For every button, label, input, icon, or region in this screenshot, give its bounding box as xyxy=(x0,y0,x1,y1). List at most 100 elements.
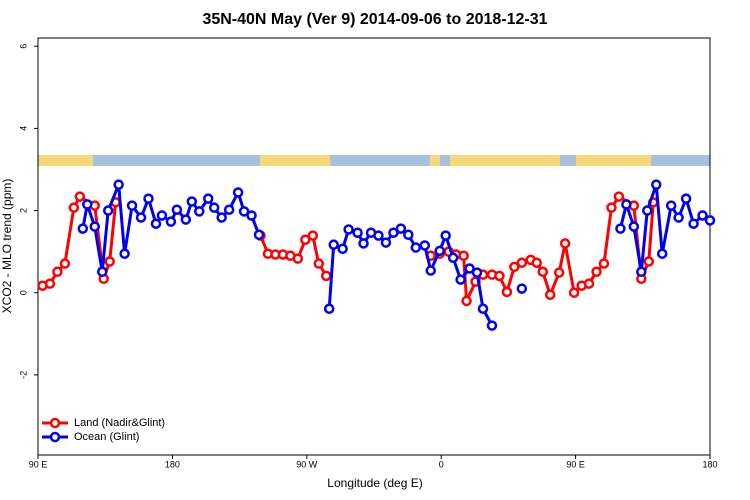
data-point xyxy=(337,243,348,255)
data-point xyxy=(143,193,154,204)
data-point xyxy=(126,200,138,211)
data-point xyxy=(673,212,684,223)
data-point xyxy=(68,202,80,213)
data-point xyxy=(323,303,335,314)
data-point xyxy=(697,210,708,221)
data-point xyxy=(471,267,483,278)
data-point xyxy=(613,191,625,202)
y-axis-label: XCO2 - MLO trend (ppm) xyxy=(0,179,14,314)
data-point xyxy=(328,239,339,250)
data-point xyxy=(680,193,692,204)
data-point xyxy=(180,214,192,225)
data-point xyxy=(447,252,459,264)
data-point xyxy=(74,191,86,202)
data-point xyxy=(119,248,130,259)
data-point xyxy=(223,204,235,215)
data-point xyxy=(583,278,595,289)
data-point xyxy=(440,230,451,241)
data-point xyxy=(656,248,668,259)
legend-label: Ocean (Glint) xyxy=(74,431,139,443)
data-point xyxy=(606,202,617,213)
data-point xyxy=(464,263,475,274)
x-tick-label: 0 xyxy=(439,459,444,469)
data-point xyxy=(615,223,626,234)
data-point xyxy=(461,295,472,307)
data-point xyxy=(688,218,699,229)
data-point xyxy=(156,210,168,221)
data-point xyxy=(171,204,183,215)
data-point xyxy=(643,256,655,267)
x-tick-label: 90 W xyxy=(296,459,318,469)
data-point xyxy=(208,202,220,213)
legend-marker xyxy=(49,417,61,429)
data-point xyxy=(704,215,716,226)
data-point xyxy=(591,266,602,278)
x-tick-label: 180 xyxy=(702,459,717,469)
data-point xyxy=(202,193,214,204)
data-point xyxy=(553,267,565,278)
y-tick-label: -2 xyxy=(18,371,28,379)
data-point xyxy=(373,230,384,241)
data-point xyxy=(246,210,257,221)
x-tick-label: 90 E xyxy=(566,459,585,469)
legend-marker xyxy=(49,431,61,443)
data-point xyxy=(516,257,528,268)
data-point xyxy=(537,266,548,278)
data-point xyxy=(598,258,610,269)
data-point xyxy=(403,229,414,241)
data-point xyxy=(650,179,662,190)
data-point xyxy=(113,179,124,190)
data-point xyxy=(77,223,89,234)
data-point xyxy=(238,206,250,217)
map-strip xyxy=(38,155,710,166)
data-point xyxy=(89,221,100,232)
data-point xyxy=(358,238,369,249)
data-point xyxy=(544,289,556,301)
data-point xyxy=(186,196,198,207)
data-point xyxy=(642,205,653,216)
data-point xyxy=(104,256,115,267)
plot-frame xyxy=(37,37,711,456)
data-point xyxy=(410,242,422,253)
data-point xyxy=(509,261,520,273)
data-point xyxy=(434,245,445,257)
data-point xyxy=(253,229,265,241)
data-point xyxy=(232,187,244,198)
data-point xyxy=(486,320,498,331)
data-point xyxy=(425,265,436,276)
data-point xyxy=(150,218,162,229)
data-point xyxy=(102,205,114,216)
data-point xyxy=(516,283,528,294)
data-point xyxy=(165,216,177,227)
data-point xyxy=(568,287,580,298)
legend-label: Land (Nadir&Glint) xyxy=(74,417,165,429)
data-point xyxy=(621,199,632,210)
data-point xyxy=(343,224,354,235)
data-point xyxy=(135,212,147,223)
y-tick-label: 2 xyxy=(18,208,28,213)
data-point xyxy=(477,303,489,314)
data-point xyxy=(82,199,93,210)
data-point xyxy=(388,227,399,238)
data-point xyxy=(501,286,513,298)
data-point xyxy=(292,253,304,264)
data-point xyxy=(494,270,505,282)
data-point xyxy=(52,266,63,278)
data-point xyxy=(313,258,324,269)
y-tick-label: 4 xyxy=(18,126,28,131)
x-tick-label: 90 E xyxy=(29,459,48,469)
data-point xyxy=(628,221,640,232)
data-point xyxy=(352,227,363,238)
data-point xyxy=(307,230,319,241)
data-point xyxy=(320,270,332,282)
data-point xyxy=(419,240,431,251)
chart-title: 35N-40N May (Ver 9) 2014-09-06 to 2018-1… xyxy=(202,11,547,28)
x-tick-label: 180 xyxy=(165,459,180,469)
data-point xyxy=(300,234,311,245)
data-point xyxy=(380,237,392,248)
data-point xyxy=(559,238,571,249)
data-point xyxy=(395,223,407,234)
y-tick-label: 6 xyxy=(18,44,28,49)
